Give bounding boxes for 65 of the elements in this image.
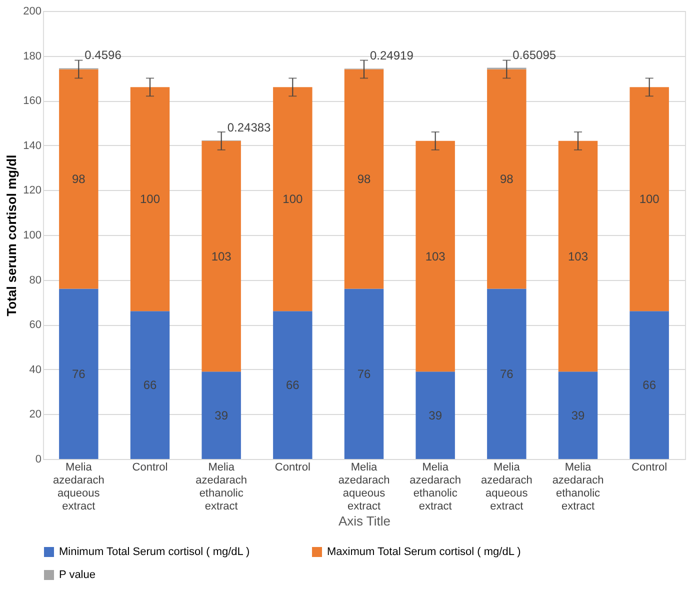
bar [558,140,598,372]
data-label: 100 [639,192,660,206]
data-label: 76 [500,366,514,381]
bar [630,87,669,312]
bar [273,87,312,312]
data-label: 98 [72,172,86,186]
x-axis-title: Axis Title [338,514,391,528]
x-tick-label: Melia azedarach aqueous extract [52,462,104,512]
legend-label: Minimum Total Serum cortisol ( mg/dL ) [59,546,250,558]
data-label: 103 [568,249,588,264]
data-label: 39 [214,408,228,422]
data-label: 103 [211,249,232,264]
y-tick-label: 40 [29,364,42,376]
data-label: 98 [500,172,514,186]
data-label: 0.65095 [512,48,556,62]
y-tick-label: 80 [29,274,42,286]
y-axis-title: Total serum cortisol mg/dl [4,154,20,316]
data-label: 98 [357,172,371,186]
y-tick-label: 120 [23,184,42,197]
legend-label: P value [59,569,96,581]
data-label: 66 [642,378,656,392]
bar [130,311,170,459]
y-tick-label: 0 [35,454,42,466]
bar [59,288,98,459]
bar [130,87,170,312]
x-tick-label: Control [132,462,168,474]
data-label: 0.4596 [84,48,122,62]
data-label: 66 [143,378,157,392]
legend-label: Maximum Total Serum cortisol ( mg/dL ) [327,546,521,558]
y-tick-label: 100 [23,230,42,242]
bar [630,311,669,459]
bar [487,288,526,459]
y-tick-label: 160 [23,95,42,108]
y-tick-label: 140 [23,140,42,152]
data-label: 103 [425,249,446,264]
data-label: 100 [140,192,160,206]
data-label: 76 [357,366,371,381]
bar [558,372,598,459]
data-label: 0.24383 [227,120,272,134]
data-label: 39 [571,408,585,422]
bar [416,372,455,459]
x-tick-label: Control [274,462,310,474]
x-tick-label: Control [632,462,668,474]
data-label: 76 [72,366,86,381]
y-tick-label: 60 [29,319,42,332]
bar [344,69,384,289]
bar [202,140,241,372]
bar [202,372,241,459]
x-tick-label: Melia azedarach ethanolic extract [552,462,604,512]
data-label: 100 [282,192,303,206]
x-tick-label: Melia azedarach aqueous extract [338,462,390,512]
bar [273,311,312,459]
x-tick-label: Melia azedarach aqueous extract [480,462,532,512]
x-tick-label: Melia azedarach ethanolic extract [410,462,462,512]
bar [487,69,526,289]
bar [59,69,98,289]
y-tick-label: 180 [23,50,42,62]
data-label: 66 [286,378,300,392]
bar [344,288,384,459]
data-label: 39 [428,408,442,422]
x-tick-label: Melia azedarach ethanolic extract [196,462,248,512]
data-label: 0.24919 [370,48,414,63]
bar [416,140,455,372]
y-tick-label: 200 [23,6,42,18]
y-tick-label: 20 [29,408,42,421]
